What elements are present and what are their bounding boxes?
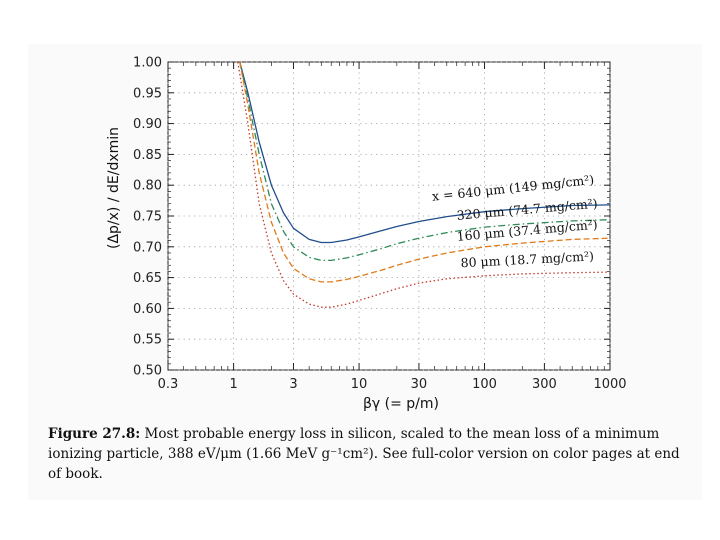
y-tick-label: 0.80 bbox=[133, 179, 162, 194]
x-tick-label: 100 bbox=[472, 377, 497, 392]
figure-caption: Figure 27.8: Most probable energy loss i… bbox=[48, 424, 688, 484]
y-tick-label: 0.75 bbox=[133, 210, 162, 225]
x-tick-label: 300 bbox=[532, 377, 557, 392]
y-tick-label: 0.70 bbox=[133, 240, 162, 255]
caption-label: Figure 27.8: bbox=[48, 426, 141, 442]
series-line-2 bbox=[239, 61, 611, 262]
series-line-1 bbox=[239, 61, 611, 244]
series-line-3 bbox=[239, 61, 611, 283]
y-tick-label: 0.60 bbox=[133, 302, 162, 317]
x-tick-label: 3 bbox=[289, 377, 297, 392]
x-axis-label: βγ (= p/m) bbox=[363, 396, 439, 412]
y-tick-label: 1.00 bbox=[133, 56, 162, 71]
y-tick-label: 0.65 bbox=[133, 271, 162, 286]
x-tick-label: 10 bbox=[351, 377, 368, 392]
x-tick-label: 30 bbox=[411, 377, 428, 392]
caption-text: Most probable energy loss in silicon, sc… bbox=[48, 426, 680, 482]
y-tick-label: 0.85 bbox=[133, 148, 162, 163]
figure-panel: 0.50 0.55 0.60 0.65 0.70 0.75 0.80 0.85 0.90 0.95… bbox=[28, 44, 702, 500]
y-tick-label: 0.50 bbox=[133, 364, 162, 379]
y-tick-label: 0.95 bbox=[133, 86, 162, 101]
y-axis-label: (Δp/x) / dE/dxmin bbox=[106, 127, 122, 249]
energy-loss-chart: 0.50 0.55 0.60 0.65 0.70 0.75 0.80 0.85 0.90 0.95… bbox=[106, 56, 627, 413]
x-tick-label: 0.3 bbox=[158, 377, 179, 392]
x-tick-label: 1 bbox=[229, 377, 237, 392]
x-tick-label: 1000 bbox=[593, 377, 626, 392]
plot-frame bbox=[167, 61, 611, 371]
curve-annotation: 80 μm (18.7 mg/cm²) bbox=[460, 248, 594, 270]
y-tick-label: 0.55 bbox=[133, 333, 162, 348]
y-tick-label: 0.90 bbox=[133, 117, 162, 132]
